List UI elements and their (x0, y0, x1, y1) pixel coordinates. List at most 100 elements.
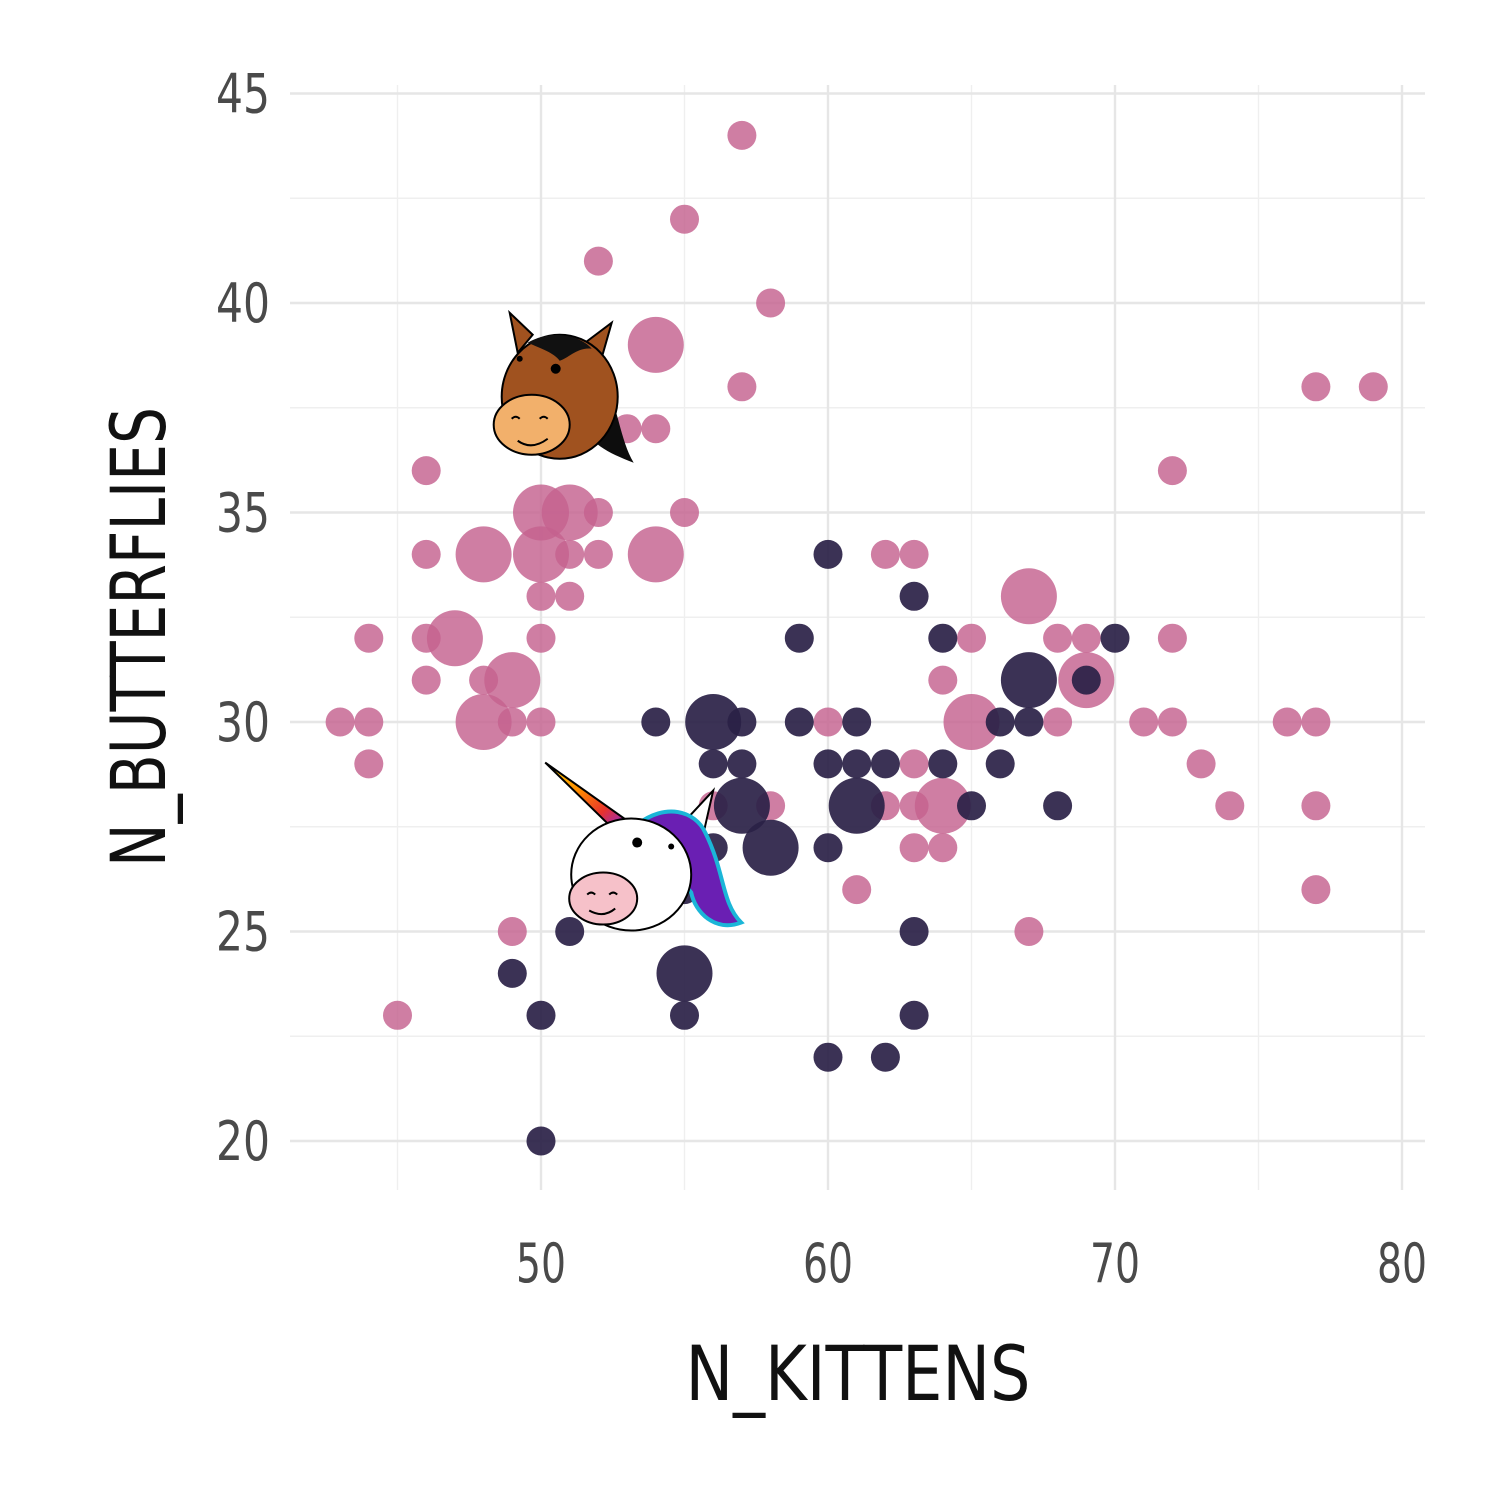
data-point (1014, 707, 1044, 737)
data-point (899, 749, 929, 779)
data-point (813, 833, 843, 863)
data-point (742, 819, 799, 876)
data-point (928, 665, 958, 695)
data-point (670, 204, 699, 234)
unicorn-icon (544, 761, 745, 932)
data-point (685, 694, 742, 750)
data-point (813, 749, 843, 779)
data-point (1071, 665, 1101, 695)
data-point (411, 456, 441, 486)
data-point (943, 694, 1000, 750)
data-point (842, 707, 872, 737)
data-point (1157, 456, 1187, 486)
data-point (641, 414, 671, 444)
data-point (928, 833, 958, 863)
data-point (985, 749, 1015, 779)
data-point (354, 623, 384, 653)
data-point (641, 707, 671, 737)
y-axis-ticks: 20 25 30 35 40 45 (216, 63, 270, 1174)
data-point (870, 749, 900, 779)
data-point (541, 484, 598, 541)
data-point (411, 665, 441, 695)
data-point (727, 707, 757, 737)
x-tick-label: 60 (803, 1232, 853, 1295)
data-point (928, 623, 958, 653)
data-point (1157, 623, 1187, 653)
x-tick-label: 70 (1090, 1232, 1140, 1295)
data-point (1043, 623, 1073, 653)
data-point (354, 707, 384, 737)
data-point (813, 1042, 843, 1072)
data-point (727, 120, 757, 150)
data-point (1157, 707, 1187, 737)
horse-icon (492, 309, 634, 463)
data-point (1000, 568, 1057, 625)
data-point (870, 539, 900, 569)
data-point (842, 749, 872, 779)
data-point (1358, 372, 1388, 402)
data-point (497, 707, 527, 737)
data-point (1000, 652, 1057, 709)
x-tick-label: 50 (516, 1232, 566, 1295)
data-point (784, 623, 814, 653)
data-point (899, 539, 929, 569)
data-point (1014, 917, 1044, 946)
data-point (526, 623, 556, 653)
data-point (627, 316, 684, 373)
y-tick-label: 40 (216, 272, 270, 335)
data-point (899, 1000, 929, 1030)
grid (290, 85, 1425, 1190)
x-axis-ticks: 50 60 70 80 (516, 1232, 1427, 1295)
data-point (627, 526, 684, 583)
data-point (727, 372, 757, 402)
series-icons (492, 309, 745, 932)
data-point (957, 623, 986, 653)
data-point (670, 1000, 699, 1030)
data-point (583, 246, 613, 276)
data-point (813, 707, 843, 737)
data-point (928, 749, 958, 779)
data-point (1301, 875, 1331, 905)
data-point (842, 875, 872, 905)
data-point (870, 1042, 900, 1072)
data-point (1129, 707, 1159, 737)
x-tick-label: 80 (1377, 1232, 1427, 1295)
data-point (1272, 707, 1302, 737)
data-point (497, 958, 527, 988)
data-point (455, 694, 512, 750)
data-point (899, 833, 929, 863)
data-point (426, 610, 483, 667)
data-point (1043, 791, 1073, 821)
points (325, 120, 1388, 1156)
y-tick-label: 20 (216, 1110, 270, 1173)
data-point (756, 288, 786, 318)
data-point (411, 539, 441, 569)
data-point (513, 526, 569, 583)
data-point (899, 581, 929, 611)
y-tick-label: 25 (216, 901, 270, 964)
data-point (813, 539, 843, 569)
data-point (526, 1126, 556, 1156)
data-point (484, 652, 541, 709)
data-point (526, 581, 556, 611)
x-axis-title: N_KITTENS (686, 1329, 1031, 1418)
data-point (526, 707, 556, 737)
data-point (899, 917, 929, 946)
data-point (713, 777, 770, 834)
data-point (455, 526, 512, 583)
data-point (1301, 372, 1331, 402)
data-point (1071, 623, 1101, 653)
data-point (1043, 707, 1073, 737)
data-point (497, 917, 527, 946)
data-point (325, 707, 355, 737)
y-tick-label: 35 (216, 482, 270, 545)
data-point (555, 539, 585, 569)
data-point (555, 581, 585, 611)
data-point (383, 1000, 412, 1030)
y-axis-title: N_BUTTERFLIES (94, 407, 183, 867)
data-point (656, 945, 713, 1002)
y-tick-label: 30 (216, 691, 270, 754)
data-point (526, 1000, 556, 1030)
data-point (1215, 791, 1245, 821)
